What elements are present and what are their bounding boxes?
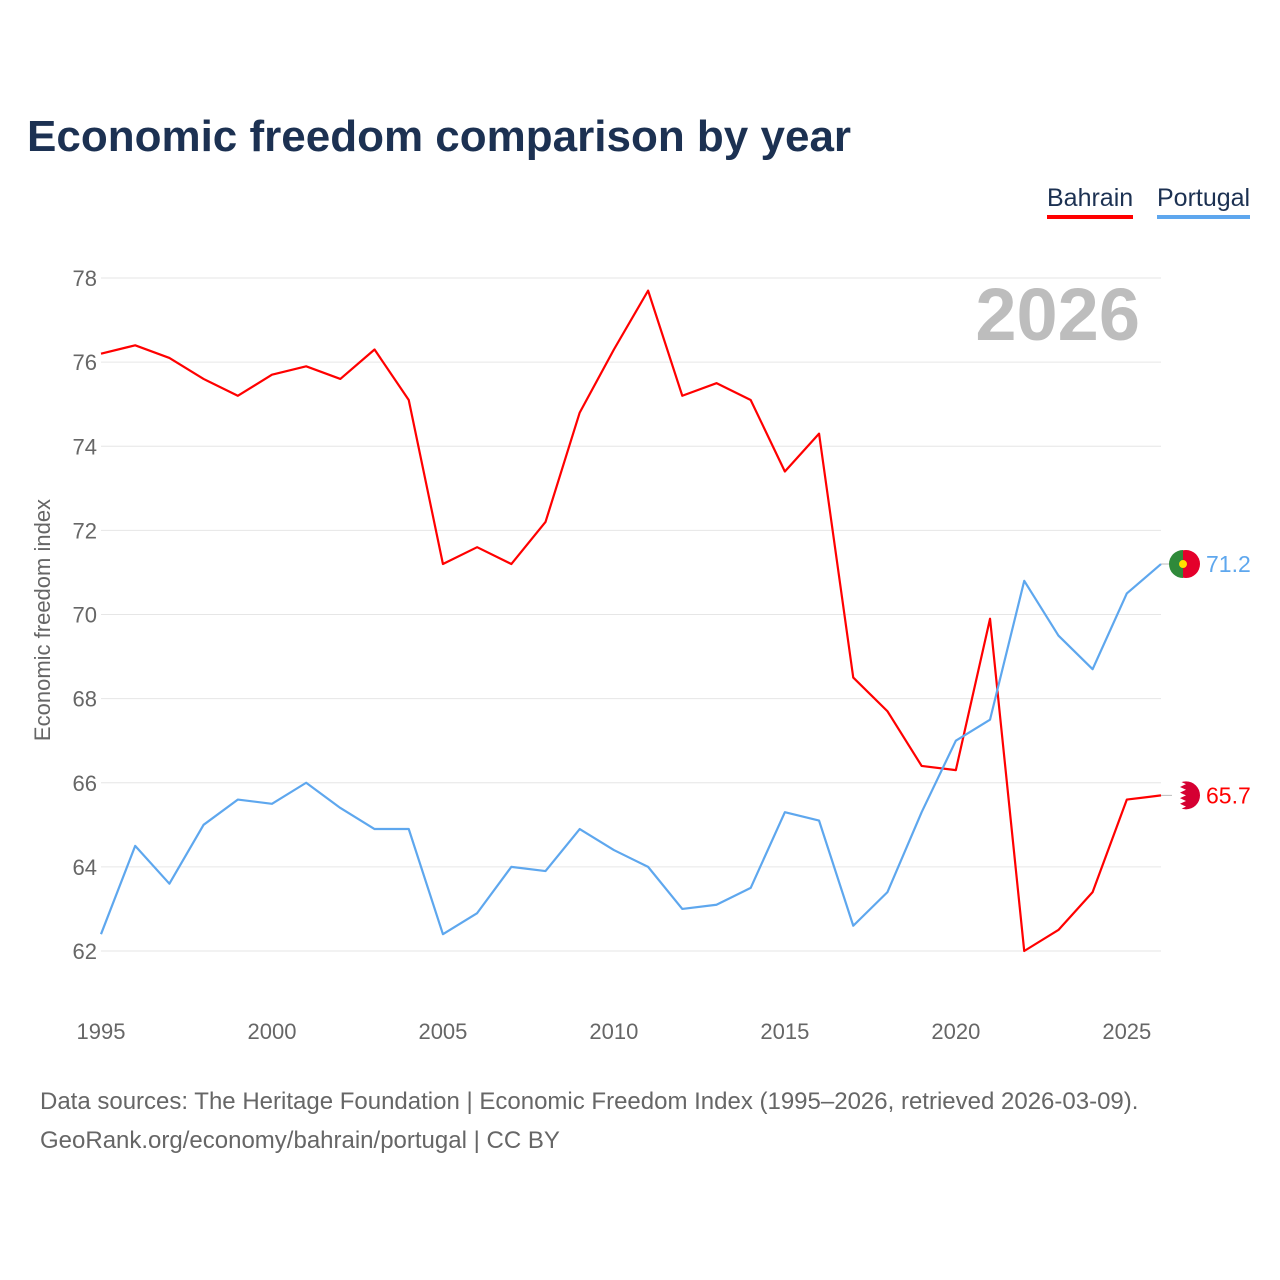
y-tick-label: 64 [73,855,97,880]
x-tick-label: 2020 [931,1019,980,1044]
x-tick-label: 2005 [418,1019,467,1044]
portugal-flag-green [1169,550,1183,579]
year-watermark: 2026 [975,273,1140,356]
end-value-label: 65.7 [1206,782,1251,808]
y-tick-label: 70 [73,603,97,628]
x-tick-label: 2025 [1102,1019,1151,1044]
y-axis-label: Economic freedom index [30,499,55,741]
x-tick-label: 2010 [589,1019,638,1044]
y-tick-label: 68 [73,687,97,712]
bahrain-flag-white [1172,781,1186,810]
y-tick-label: 78 [73,266,97,291]
series-line-bahrain [100,289,1162,953]
series-line-portugal [99,563,1162,936]
legend-portugal[interactable]: Portugal [1157,184,1251,219]
legend-bahrain[interactable]: Bahrain [1047,184,1134,219]
y-tick-label: 74 [73,434,97,459]
x-tick-label: 2015 [760,1019,809,1044]
x-tick-label: 2000 [247,1019,296,1044]
y-tick-label: 62 [73,939,97,964]
footer-attribution: GeoRank.org/economy/bahrain/portugal | C… [40,1127,560,1154]
y-tick-label: 66 [73,771,97,796]
chart-title: Economic freedom comparison by year [27,112,852,161]
y-tick-label: 72 [73,518,97,543]
y-tick-label: 76 [73,350,97,375]
portugal-flag-emblem [1179,560,1187,569]
end-value-label: 71.2 [1206,551,1251,577]
footer-sources: Data sources: The Heritage Foundation | … [40,1088,1139,1115]
x-tick-label: 1995 [77,1019,126,1044]
